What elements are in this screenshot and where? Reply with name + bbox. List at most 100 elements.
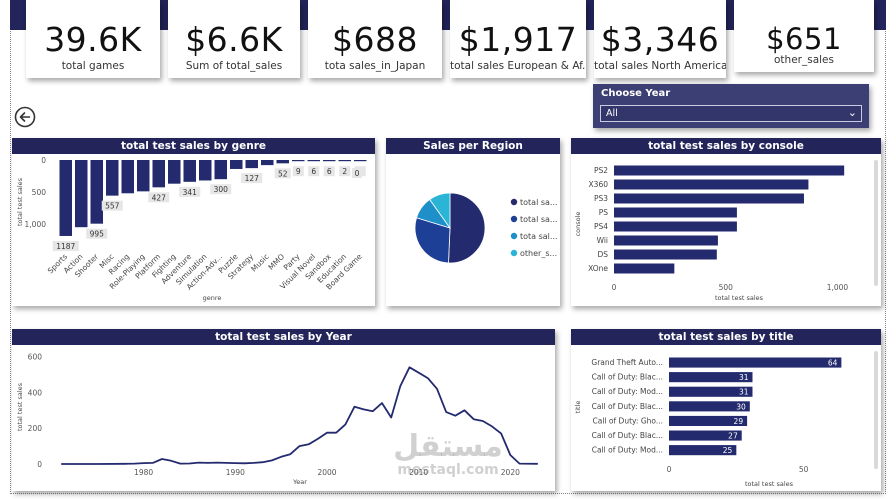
header-band-right bbox=[874, 0, 886, 30]
kpi-value: 39.6K bbox=[44, 20, 142, 59]
region-chart-panel: Sales per Region total sa... total sa... t… bbox=[386, 138, 560, 306]
y-tick-label: Call of Duty: Mod... bbox=[592, 446, 663, 455]
x-tick-label: 50 bbox=[799, 465, 809, 474]
year-dropdown[interactable]: All ⌄ bbox=[600, 105, 862, 122]
kpi-card-europe-sales[interactable]: $1,917 total sales European & Af... bbox=[450, 0, 586, 78]
y-tick-label: Grand Theft Auto... bbox=[591, 358, 663, 367]
bar-racing bbox=[121, 160, 134, 194]
kpi-value: $3,346 bbox=[600, 20, 720, 59]
kpi-card-japan-sales[interactable]: $688 tota sales_in_Japan bbox=[308, 0, 442, 78]
y-tick-label: PS2 bbox=[594, 166, 608, 175]
y-tick-label: Call of Duty: Blac... bbox=[592, 431, 663, 440]
console-bar-chart[interactable]: PS2 X360 PS3 PS PS4 Wii DS XOne 0 500 1,000 total t… bbox=[571, 154, 881, 306]
x-tick-label: 2020 bbox=[501, 468, 520, 477]
x-tick-label: 1990 bbox=[226, 468, 245, 477]
data-label: 30 bbox=[736, 402, 746, 411]
bar-wii bbox=[614, 235, 718, 246]
year-chart-title: total test sales by Year bbox=[12, 329, 555, 345]
year-dropdown-value: All bbox=[606, 108, 618, 119]
watermark-arabic: مستقل bbox=[393, 429, 503, 464]
title-bar-chart[interactable]: Grand Theft Auto... 64 Call of Duty: Blac.… bbox=[571, 345, 881, 491]
y-tick-label: PS bbox=[599, 208, 609, 217]
data-label: 0 bbox=[355, 169, 360, 178]
kpi-value: $651 bbox=[766, 22, 842, 56]
x-tick-label: MMO bbox=[266, 252, 286, 272]
data-label: 341 bbox=[183, 188, 198, 197]
bar-mmo bbox=[276, 160, 289, 164]
data-label-bg bbox=[241, 173, 263, 184]
data-label: 6 bbox=[327, 167, 332, 176]
data-label: 6 bbox=[311, 167, 316, 176]
data-label: 29 bbox=[734, 417, 744, 426]
legend-marker bbox=[510, 249, 518, 257]
bar-role-playing bbox=[137, 160, 150, 192]
title-chart-title: total test sales by title bbox=[571, 329, 881, 345]
kpi-card-north-america-sales[interactable]: $3,346 total sales North American bbox=[594, 0, 726, 78]
kpi-value: $1,917 bbox=[458, 20, 578, 59]
y-tick-label: PS3 bbox=[594, 194, 608, 203]
x-axis-label: Year bbox=[292, 478, 307, 486]
data-label: 2 bbox=[342, 167, 347, 176]
bar-title bbox=[669, 445, 737, 456]
legend-marker bbox=[510, 232, 518, 240]
bar-music bbox=[261, 160, 274, 166]
x-tick-label: 2010 bbox=[409, 468, 428, 477]
data-label: 31 bbox=[739, 388, 749, 397]
bar-platform bbox=[152, 160, 165, 188]
y-tick-label: 1,000 bbox=[25, 220, 47, 229]
bar-ps4 bbox=[614, 221, 737, 232]
kpi-card-total-games[interactable]: 39.6K total games bbox=[26, 0, 160, 78]
y-tick-label: 600 bbox=[28, 353, 43, 362]
y-tick-label: Call of Duty: Mod... bbox=[592, 387, 663, 396]
bar-title bbox=[669, 401, 750, 412]
legend-label: other_s... bbox=[520, 249, 557, 258]
y-tick-label: 0 bbox=[37, 460, 42, 469]
data-label: 1187 bbox=[56, 242, 75, 251]
bar-title bbox=[669, 372, 753, 383]
y-tick-label: 400 bbox=[28, 388, 43, 397]
kpi-value: $6.6K bbox=[185, 20, 283, 59]
bar-sandbox bbox=[323, 160, 336, 162]
y-axis-label: total test sales bbox=[16, 382, 24, 431]
region-pie-chart[interactable]: total sa... total sa... tota sal... other_s… bbox=[386, 154, 560, 306]
kpi-label: total sales North American bbox=[594, 60, 726, 72]
y-tick-label: 200 bbox=[28, 424, 43, 433]
data-label: 52 bbox=[278, 169, 288, 178]
data-label: 25 bbox=[723, 446, 733, 455]
kpi-card-other-sales[interactable]: $651 other_sales bbox=[734, 0, 874, 72]
bar-visual-novel bbox=[307, 160, 320, 162]
data-label: 557 bbox=[105, 202, 120, 211]
bar-action bbox=[75, 160, 88, 228]
bar-title bbox=[669, 430, 742, 441]
year-line-chart[interactable]: 0 200 400 600 1980 1990 2000 2010 2020 Year total … bbox=[12, 345, 555, 491]
y-axis-label: console bbox=[574, 212, 582, 237]
y-tick-label: Call of Duty: Blac... bbox=[592, 373, 663, 382]
year-slicer: Choose Year All ⌄ bbox=[593, 84, 869, 128]
data-label: 995 bbox=[90, 230, 105, 239]
data-label-bg bbox=[323, 166, 335, 177]
data-label-bg bbox=[148, 192, 170, 203]
data-label: 427 bbox=[152, 193, 167, 202]
bar-title bbox=[669, 415, 748, 426]
header-band-left bbox=[10, 0, 26, 30]
year-chart-panel: total test sales by Year 0 200 400 600 1980 1… bbox=[12, 329, 555, 491]
console-chart-panel: total test sales by console PS2 X360 PS3 PS… bbox=[571, 138, 881, 306]
kpi-value: $688 bbox=[332, 20, 418, 59]
data-label: 27 bbox=[728, 432, 738, 441]
back-arrow-icon[interactable] bbox=[14, 106, 36, 128]
data-label-bg bbox=[52, 240, 79, 251]
kpi-card-total-sales[interactable]: $6.6K Sum of total_sales bbox=[168, 0, 300, 78]
x-tick-label: 0 bbox=[612, 283, 617, 292]
y-axis-label: total test sales bbox=[16, 177, 24, 226]
genre-chart-panel: total test sales by genre 0 500 1,000 total… bbox=[12, 138, 375, 306]
legend-label: total sa... bbox=[520, 198, 558, 207]
bar-ps bbox=[614, 207, 737, 218]
kpi-label: total sales European & Af... bbox=[450, 60, 586, 72]
x-tick-label: Music bbox=[249, 252, 270, 273]
legend-label: total sa... bbox=[520, 215, 558, 224]
header-band bbox=[726, 0, 734, 30]
x-axis-label: total test sales bbox=[715, 294, 764, 302]
legend-marker bbox=[510, 198, 518, 206]
bar-sports bbox=[59, 160, 72, 236]
